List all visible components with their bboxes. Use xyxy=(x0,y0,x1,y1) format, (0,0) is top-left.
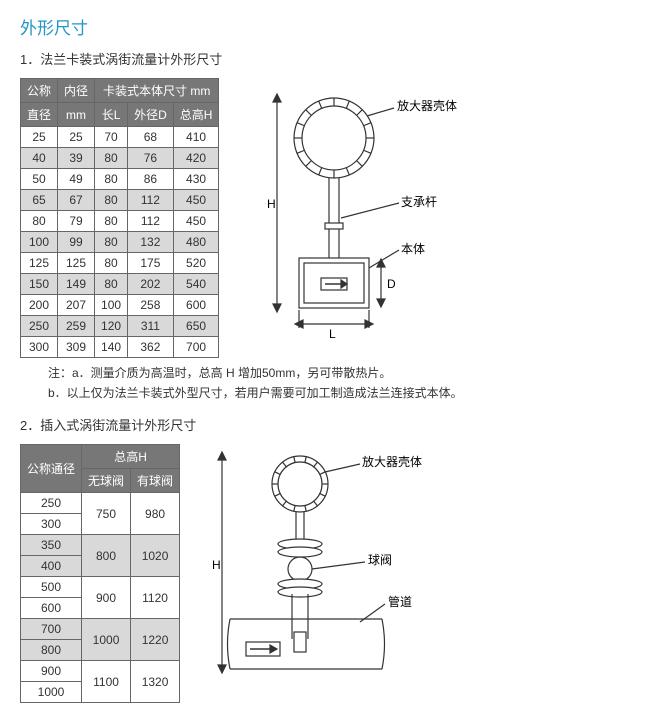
l-label: L xyxy=(329,327,336,341)
h2-label: H xyxy=(212,558,221,572)
table-row: 300309140362700 xyxy=(21,337,219,358)
main-title: 外形尺寸 xyxy=(20,14,643,39)
table-row: 15014980202540 xyxy=(21,274,219,295)
table-row: 90011001320 xyxy=(21,661,180,682)
pipe-label: 管道 xyxy=(388,594,412,609)
section2-row: 公称通径总高H无球阀有球阀250750980300350800102040050… xyxy=(20,444,643,704)
h-label: H xyxy=(267,197,276,211)
diagram1: H D L 放大器壳体 支承杆 本体 xyxy=(249,78,459,358)
section1-title: 1．法兰卡装式涡街流量计外形尺寸 xyxy=(20,49,643,68)
table-row: 807980112450 xyxy=(21,211,219,232)
notes: 注：a．测量介质为高温时，总高 H 增加50mm，另可带散热片。 b．以上仅为法… xyxy=(48,364,643,401)
d-label: D xyxy=(387,277,396,291)
rod-label: 支承杆 xyxy=(401,195,437,209)
diagram2: H 放大器壳体 球阀 管道 xyxy=(210,444,440,704)
amp-label: 放大器壳体 xyxy=(397,98,457,113)
section2-title: 2．插入式涡街流量计外形尺寸 xyxy=(20,415,643,434)
table1: 公称内径卡装式本体尺寸 mm直径mm长L外径D总高H25257068410403… xyxy=(20,78,219,358)
table-row: 12512580175520 xyxy=(21,253,219,274)
table-row: 250259120311650 xyxy=(21,316,219,337)
note-a: 注：a．测量介质为高温时，总高 H 增加50mm，另可带散热片。 xyxy=(48,364,643,381)
table-row: 50498086430 xyxy=(21,169,219,190)
amp2-label: 放大器壳体 xyxy=(362,454,422,469)
table-row: 25257068410 xyxy=(21,127,219,148)
table-row: 250750980 xyxy=(21,493,180,514)
table-row: 656780112450 xyxy=(21,190,219,211)
note-b: b．以上仅为法兰卡装式外型尺寸，若用户需要可加工制造成法兰连接式本体。 xyxy=(48,384,643,401)
table-row: 1009980132480 xyxy=(21,232,219,253)
section1-row: 公称内径卡装式本体尺寸 mm直径mm长L外径D总高H25257068410403… xyxy=(20,78,643,358)
valve-label: 球阀 xyxy=(368,553,392,567)
table-row: 40398076420 xyxy=(21,148,219,169)
body-label: 本体 xyxy=(401,242,425,256)
table-row: 70010001220 xyxy=(21,619,180,640)
table-row: 5009001120 xyxy=(21,577,180,598)
table-row: 200207100258600 xyxy=(21,295,219,316)
table-row: 3508001020 xyxy=(21,535,180,556)
table2: 公称通径总高H无球阀有球阀250750980300350800102040050… xyxy=(20,444,180,703)
